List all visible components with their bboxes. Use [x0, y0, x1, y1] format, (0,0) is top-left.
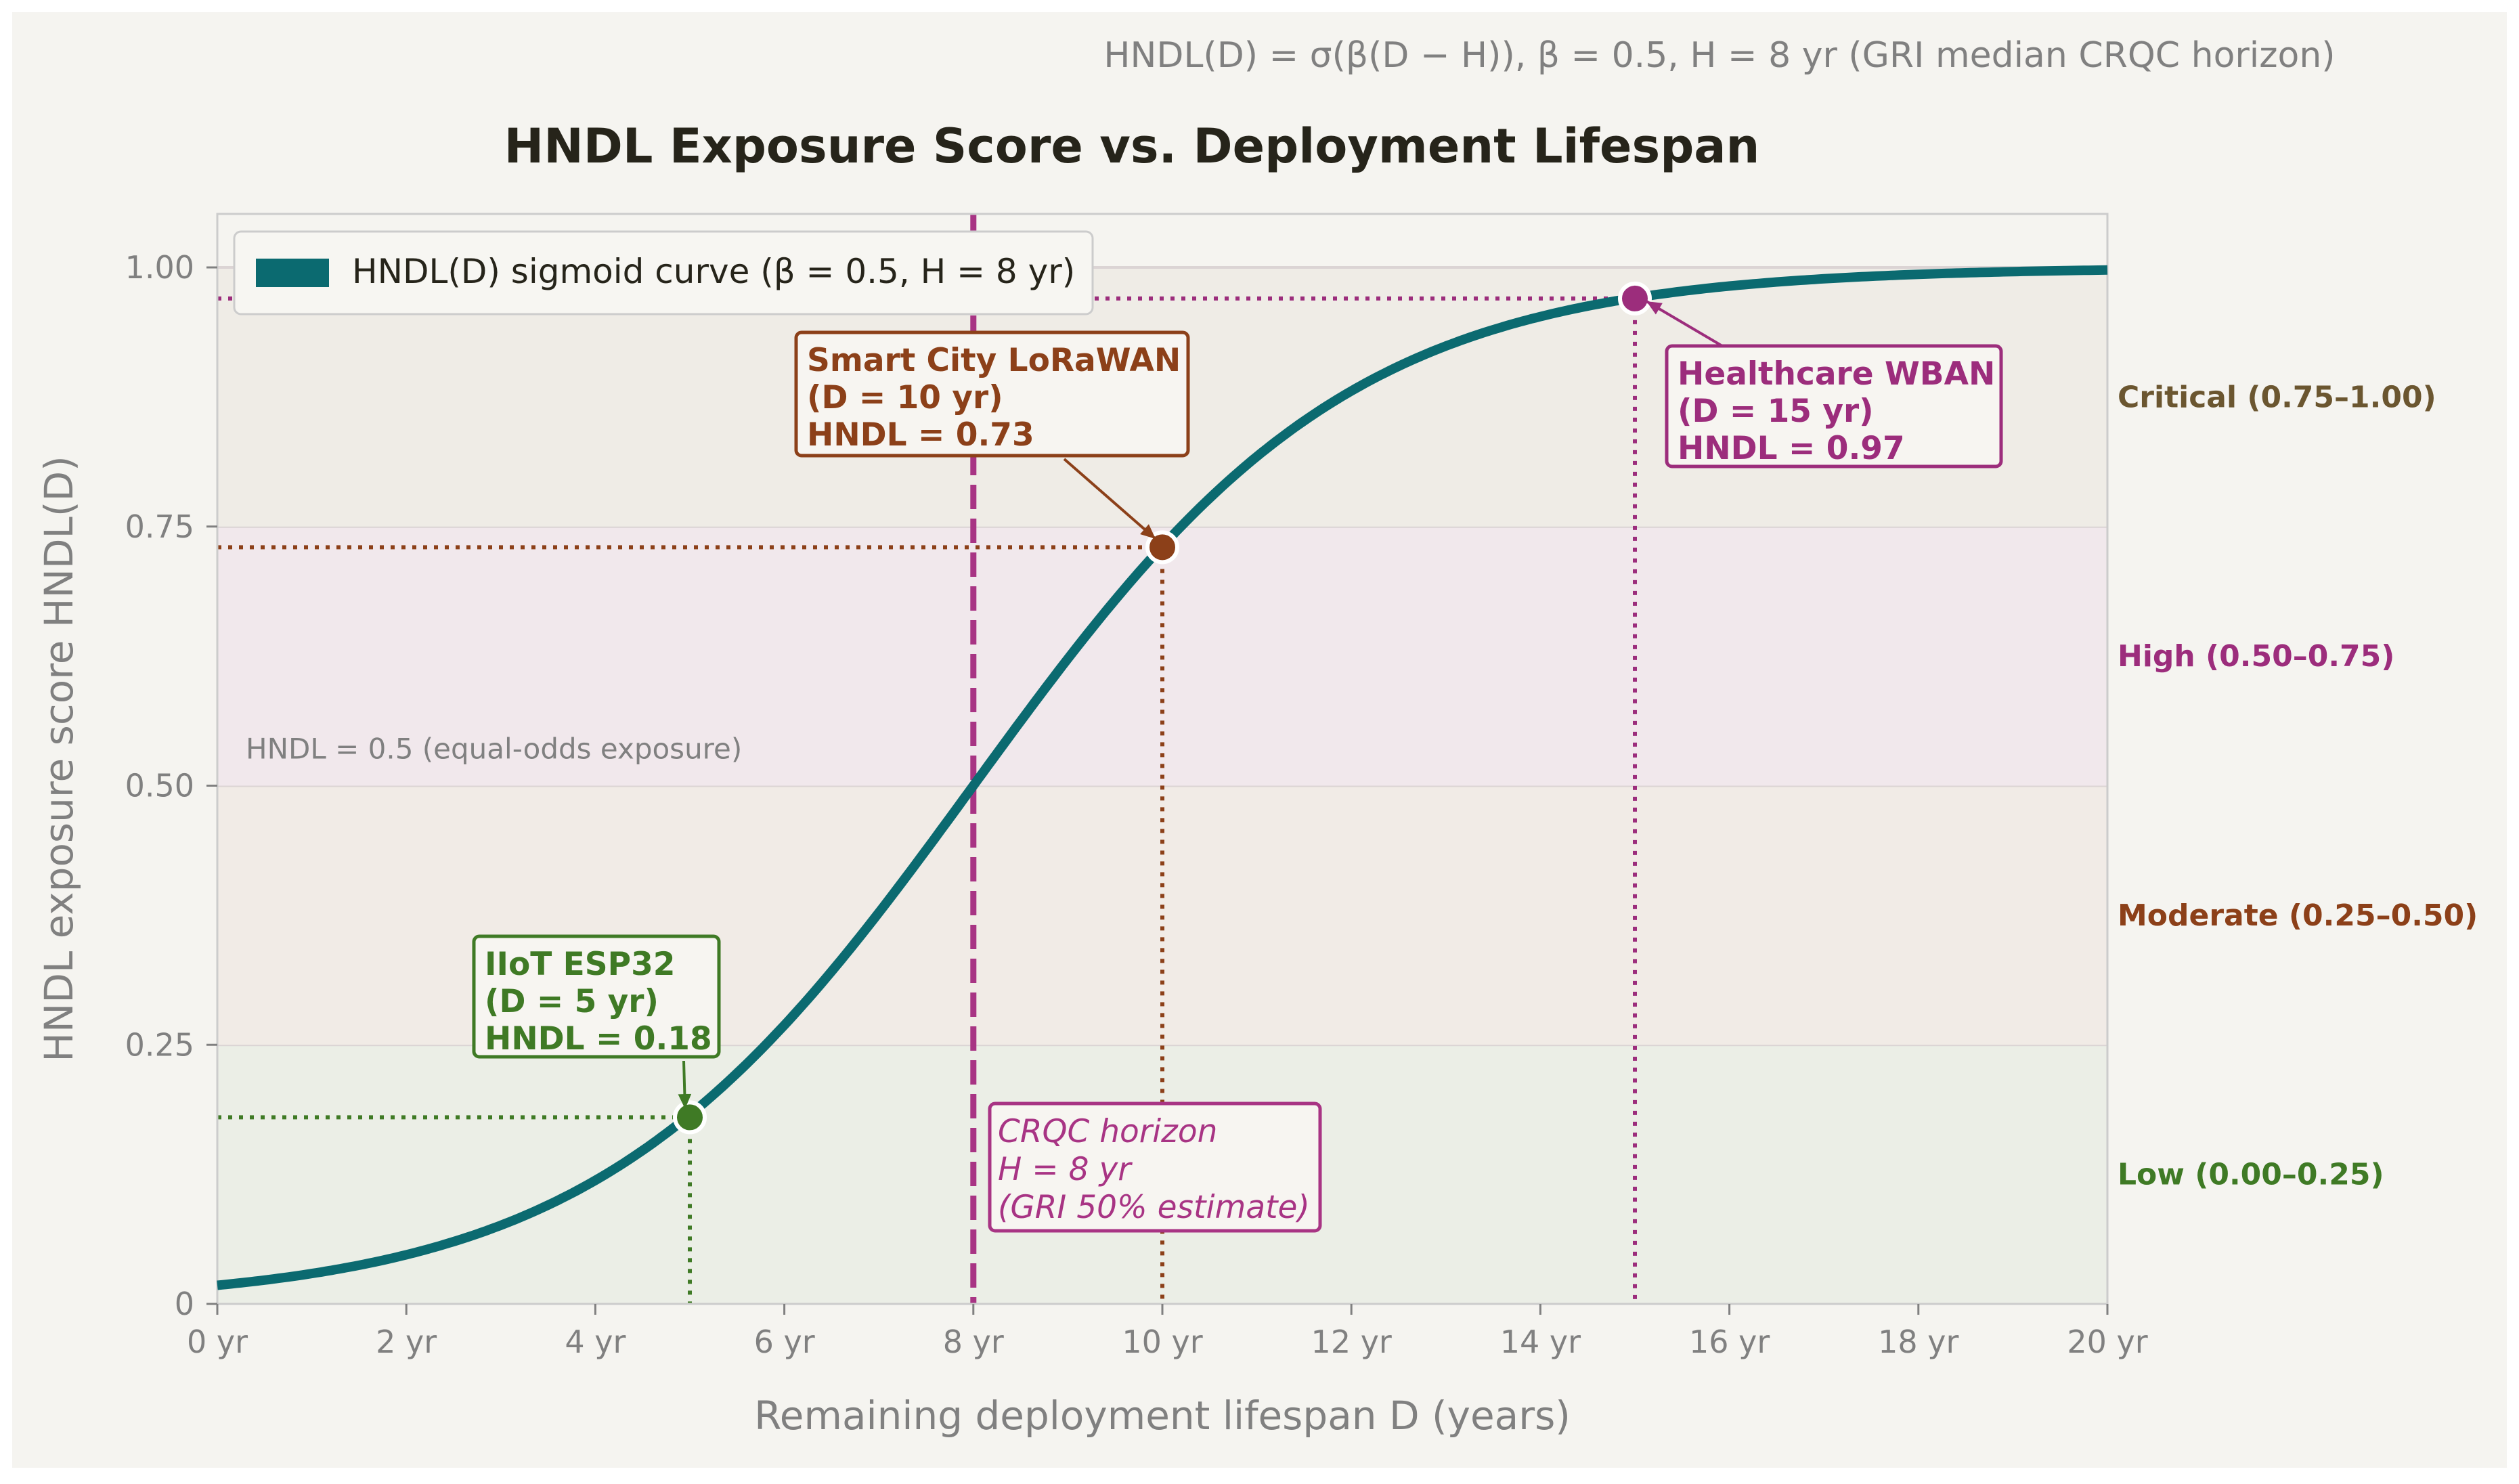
y-tick-label-4: 1.00 — [125, 249, 194, 286]
callout-box-1 — [794, 330, 1190, 458]
legend-label: HNDL(D) sigmoid curve (β = 0.5, H = 8 yr… — [352, 252, 1075, 291]
legend-swatch — [256, 259, 329, 287]
callout-line-1-1: (D = 10 yr) — [807, 379, 1003, 416]
data-points — [673, 281, 1652, 1135]
callout-line-1-0: Smart City LoRaWAN — [807, 342, 1181, 379]
callout-box-2 — [1665, 344, 2003, 468]
chart-subtitle: HNDL(D) = σ(β(D − H)), β = 0.5, H = 8 yr… — [1103, 35, 2335, 76]
x-tick-label-3: 6 yr — [754, 1324, 815, 1360]
legend: HNDL(D) sigmoid curve (β = 0.5, H = 8 yr… — [233, 230, 1094, 315]
band-label-0: Low (0.00–0.25) — [2118, 1158, 2384, 1192]
callout-line-2-2: HNDL = 0.97 — [1678, 430, 1905, 467]
x-tick-label-4: 8 yr — [943, 1324, 1004, 1360]
x-tick-label-8: 16 yr — [1689, 1324, 1770, 1360]
x-tick-label-7: 14 yr — [1500, 1324, 1581, 1360]
horizon-callout-line-0: CRQC horizon — [998, 1113, 1217, 1150]
callout-arrowhead-0 — [678, 1093, 692, 1109]
band-label-1: Moderate (0.25–0.50) — [2118, 898, 2478, 933]
callout-line-2-0: Healthcare WBAN — [1678, 355, 1995, 393]
horizon-callout-line-2: (GRI 50% estimate) — [998, 1189, 1310, 1226]
band-label-2: High (0.50–0.75) — [2118, 639, 2394, 674]
x-axis-label: Remaining deployment lifespan D (years) — [754, 1393, 1571, 1439]
callout-line-0-2: HNDL = 0.18 — [485, 1020, 712, 1057]
data-point-1 — [1145, 530, 1179, 565]
reference-line-label: HNDL = 0.5 (equal-odds exposure) — [246, 733, 742, 766]
annotations: IIoT ESP32(D = 5 yr)HNDL = 0.18 Smart Cit… — [472, 300, 2003, 1233]
x-tick-label-6: 12 yr — [1311, 1324, 1392, 1360]
callout-arrow-1 — [1063, 458, 1157, 540]
x-tick-label-1: 2 yr — [376, 1324, 437, 1360]
horizon-callout-box — [988, 1101, 1322, 1233]
chart-title: HNDL Exposure Score vs. Deployment Lifes… — [504, 118, 1760, 174]
x-tick-label-9: 18 yr — [1878, 1324, 1958, 1360]
x-tick-label-2: 4 yr — [565, 1324, 626, 1360]
horizon-callout-line-1: H = 8 yr — [998, 1151, 1133, 1188]
callout-line-2-1: (D = 15 yr) — [1678, 393, 1874, 430]
callout-box-0 — [472, 934, 721, 1059]
x-tick-label-0: 0 yr — [187, 1324, 248, 1360]
x-tick-label-10: 20 yr — [2067, 1324, 2147, 1360]
y-tick-label-3: 0.75 — [125, 508, 194, 545]
callout-line-1-2: HNDL = 0.73 — [807, 416, 1034, 454]
callout-arrowhead-1 — [1140, 524, 1156, 539]
axes: 0 yr 2 yr 4 yr 6 yr 8 yr 10 yr 12 yr 14 yr 16 yr… — [125, 249, 2148, 1360]
data-point-2 — [1618, 281, 1652, 315]
x-tick-label-5: 10 yr — [1122, 1324, 1202, 1360]
y-tick-label-2: 0.50 — [125, 768, 194, 804]
y-axis-label: HNDL exposure score HNDL(D) — [36, 456, 82, 1062]
data-point-0 — [673, 1100, 707, 1135]
legend-box — [233, 230, 1094, 315]
y-tick-label-1: 0.25 — [125, 1026, 194, 1063]
callout-line-0-0: IIoT ESP32 — [485, 946, 676, 983]
band-label-3: Critical (0.75–1.00) — [2118, 380, 2436, 414]
y-tick-label-0: 0 — [175, 1286, 194, 1322]
band-labels: Low (0.00–0.25) Moderate (0.25–0.50) High … — [2118, 380, 2478, 1192]
callout-arrowhead-2 — [1646, 301, 1663, 315]
callout-line-0-1: (D = 5 yr) — [485, 983, 659, 1020]
